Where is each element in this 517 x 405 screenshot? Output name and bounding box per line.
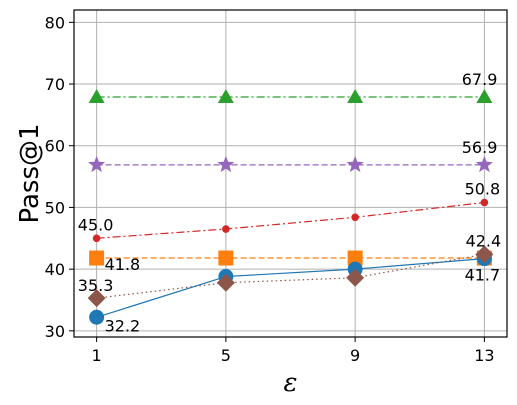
- diamond-marker: [216, 273, 235, 292]
- point-marker: [92, 234, 101, 243]
- point-marker: [222, 225, 230, 233]
- series-1: [88, 155, 493, 173]
- star-marker: [346, 155, 364, 173]
- series-layer: [87, 88, 494, 325]
- star-marker: [475, 155, 493, 173]
- data-label: 32.2: [105, 316, 141, 335]
- y-axis-label: Pass@1: [15, 123, 45, 223]
- data-label: 41.8: [105, 255, 141, 274]
- data-label: 35.3: [78, 276, 114, 295]
- diamond-marker: [346, 268, 365, 287]
- circle-marker: [89, 309, 105, 325]
- y-tick-label: 70: [45, 75, 65, 94]
- annotations: 67.9 56.9 50.8 45.0 41.8 42.4 41.7 35.3 32.2: [78, 70, 501, 335]
- y-tick-label: 40: [45, 260, 65, 279]
- diamond-marker: [475, 245, 494, 264]
- series-4: [89, 251, 492, 325]
- square-marker: [347, 250, 363, 266]
- y-tick-label: 80: [45, 13, 65, 32]
- grid: [74, 10, 507, 337]
- diamond-marker: [87, 289, 106, 308]
- star-marker: [217, 155, 235, 173]
- y-tick-label: 60: [45, 137, 65, 156]
- data-label: 45.0: [78, 215, 114, 234]
- square-marker: [89, 250, 105, 266]
- square-marker: [218, 250, 234, 266]
- x-tick-label: 13: [474, 346, 494, 365]
- x-axis-label: ε: [284, 368, 298, 398]
- data-label: 42.4: [466, 231, 502, 250]
- triangle-marker: [347, 88, 364, 103]
- triangle-marker: [217, 88, 234, 103]
- star-marker: [88, 155, 106, 173]
- series-line: [96, 201, 485, 239]
- x-tick-label: 9: [350, 346, 360, 365]
- series-0: [88, 88, 493, 103]
- series-line: [96, 253, 485, 299]
- y-tick-label: 30: [45, 322, 65, 341]
- series-5: [87, 245, 494, 308]
- ticks: 1 5 9 13 30 40 50 60 70 80: [45, 13, 495, 365]
- triangle-marker: [88, 88, 105, 103]
- triangle-marker: [476, 88, 493, 103]
- series-2: [92, 198, 489, 243]
- data-label: 41.7: [465, 266, 501, 285]
- data-label: 56.9: [462, 138, 498, 157]
- point-marker: [351, 213, 359, 222]
- point-marker: [480, 198, 489, 207]
- y-tick-label: 50: [45, 198, 65, 217]
- x-tick-label: 5: [221, 346, 231, 365]
- data-label: 50.8: [465, 179, 501, 198]
- series-line: [96, 258, 485, 318]
- data-label: 67.9: [462, 70, 498, 89]
- x-tick-label: 1: [92, 346, 102, 365]
- plot-frame: [73, 9, 508, 338]
